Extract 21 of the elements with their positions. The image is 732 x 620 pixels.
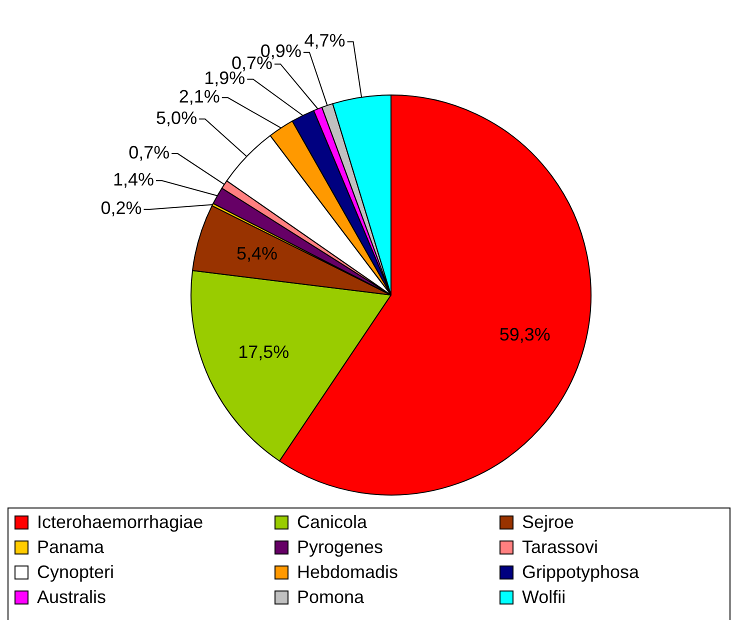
legend-label: Australis	[37, 586, 106, 607]
legend-label: Hebdomadis	[297, 562, 398, 582]
data-label: 5,0%	[156, 108, 198, 128]
data-label: 0,7%	[128, 142, 170, 162]
data-label: 17,5%	[238, 342, 290, 362]
legend-label: Cynopteri	[37, 562, 114, 582]
data-label: 5,4%	[236, 243, 278, 264]
data-label: 59,3%	[499, 324, 550, 345]
legend-label: Canicola	[297, 512, 368, 532]
legend-label: Sejroe	[522, 512, 574, 532]
legend-label: Panama	[37, 536, 106, 557]
data-label: 2,1%	[178, 86, 220, 106]
data-label: 0,2%	[100, 198, 142, 218]
legend-label: Pyrogenes	[297, 536, 384, 557]
legend-label: Icterohaemorrhagiae	[37, 512, 204, 532]
legend-label: Grippotyphosa	[522, 562, 640, 582]
data-label: 4,7%	[304, 30, 346, 51]
legend-label: Tarassovi	[522, 536, 598, 557]
legend-label: Pomona	[297, 586, 366, 607]
data-label: 1,4%	[112, 169, 154, 190]
legend-label: Wolfii	[522, 586, 566, 607]
